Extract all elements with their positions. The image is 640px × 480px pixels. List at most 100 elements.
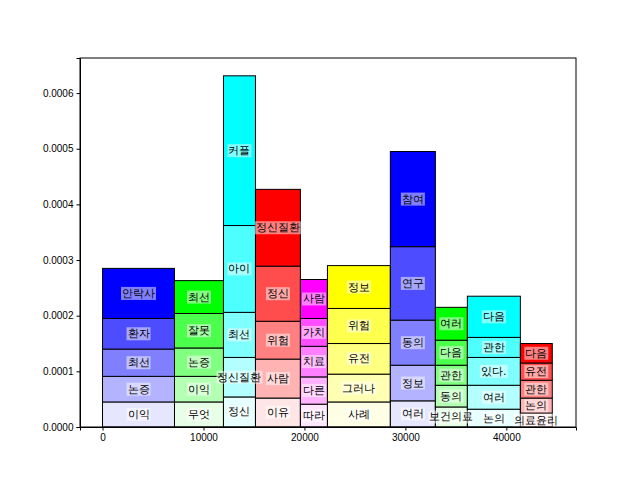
segment-label: 관한 bbox=[525, 383, 547, 396]
bar-segment bbox=[435, 365, 467, 385]
segment-label: 가치 bbox=[303, 326, 325, 339]
segment-label-group: 유전 bbox=[524, 365, 548, 378]
y-tick-label: 0.0005 bbox=[43, 143, 74, 154]
segment-label: 연구 bbox=[402, 277, 424, 290]
bar-segment bbox=[174, 313, 223, 348]
y-tick-label: 0.0003 bbox=[43, 255, 74, 266]
bar-segment bbox=[300, 280, 327, 319]
label-background bbox=[401, 336, 425, 349]
label-background bbox=[524, 399, 548, 412]
x-tick: 20000 bbox=[291, 427, 319, 443]
label-background bbox=[121, 287, 156, 300]
x-tick: 0 bbox=[100, 427, 106, 443]
bar-segment bbox=[255, 266, 300, 321]
bar-segment bbox=[327, 402, 390, 427]
segment-label: 치료 bbox=[303, 355, 325, 368]
segment-label-group: 동의 bbox=[401, 336, 425, 349]
segment-labels: 이익논증최선환자안락사무엇이익논증잘못최선정신정신질환최선아이커플이유사람위험정… bbox=[121, 144, 559, 426]
segment-label-group: 최선 bbox=[227, 328, 251, 341]
bar-segment bbox=[300, 346, 327, 377]
segment-label: 다음 bbox=[483, 310, 505, 323]
segment-label-group: 정신 bbox=[227, 405, 251, 418]
bar-segment bbox=[327, 344, 390, 375]
label-background bbox=[439, 390, 463, 403]
label-background bbox=[401, 377, 425, 390]
segment-label-group: 다른 bbox=[302, 384, 326, 397]
y-tick-label: 0.0001 bbox=[43, 366, 74, 377]
y-tick-label: 0.0004 bbox=[43, 199, 74, 210]
label-background bbox=[341, 382, 376, 395]
segment-label: 여러 bbox=[402, 407, 424, 420]
label-background bbox=[266, 287, 290, 300]
segment-label-group: 여러 bbox=[401, 407, 425, 420]
label-background bbox=[524, 347, 548, 360]
label-background bbox=[266, 406, 290, 419]
segment-label: 안락사 bbox=[122, 287, 155, 300]
label-background bbox=[524, 383, 548, 396]
label-background bbox=[401, 407, 425, 420]
segment-label-group: 사람 bbox=[266, 372, 290, 385]
label-background bbox=[482, 341, 506, 354]
segment-label: 유전 bbox=[525, 365, 547, 378]
segment-label: 동의 bbox=[440, 390, 462, 403]
y-tick-mark bbox=[77, 371, 81, 372]
label-background bbox=[482, 412, 506, 425]
label-background bbox=[513, 414, 559, 427]
bar-segment bbox=[103, 402, 175, 427]
bar-segment bbox=[435, 307, 467, 340]
y-tick-label: 0.0002 bbox=[43, 310, 74, 321]
x-tick-label: 30000 bbox=[392, 432, 420, 443]
segment-label-group: 사람 bbox=[302, 292, 326, 305]
segment-label: 유전 bbox=[348, 352, 370, 365]
segment-label: 다음 bbox=[440, 346, 462, 359]
bar-segment bbox=[103, 268, 175, 318]
label-background bbox=[255, 221, 301, 234]
label-background bbox=[439, 369, 463, 382]
segment-label: 정보 bbox=[402, 377, 424, 390]
segment-label-group: 따라 bbox=[302, 409, 326, 422]
y-tick-mark bbox=[77, 149, 81, 150]
label-background bbox=[227, 262, 251, 275]
segment-label-group: 여러 bbox=[482, 391, 506, 404]
segment-label: 참여 bbox=[402, 193, 424, 206]
segment-label-group: 아이 bbox=[227, 262, 251, 275]
segment-label-group: 의료윤리 bbox=[513, 414, 559, 427]
segment-label: 위험 bbox=[348, 319, 370, 332]
label-background bbox=[439, 346, 463, 359]
bar-segment bbox=[255, 189, 300, 266]
label-background bbox=[347, 408, 371, 421]
x-tick-label: 20000 bbox=[291, 432, 319, 443]
segment-label-group: 정신 bbox=[266, 287, 290, 300]
bar-segment bbox=[467, 337, 520, 357]
label-background bbox=[347, 281, 371, 294]
segment-label: 논증 bbox=[188, 356, 210, 369]
bar-segment bbox=[327, 374, 390, 402]
segment-label: 정신질환 bbox=[256, 221, 300, 234]
x-tick-label: 10000 bbox=[190, 432, 218, 443]
x-tick-mark bbox=[103, 427, 104, 431]
label-background bbox=[482, 310, 506, 323]
segment-label-group: 보건의료 bbox=[428, 410, 474, 423]
segment-label: 정신질환 bbox=[217, 371, 261, 384]
chart: 이익논증최선환자안락사무엇이익논증잘못최선정신정신질환최선아이커플이유사람위험정… bbox=[0, 0, 640, 480]
bar-segment bbox=[300, 404, 327, 427]
x-tick-mark bbox=[506, 427, 507, 431]
label-background bbox=[127, 408, 151, 421]
bar-segment bbox=[327, 266, 390, 309]
segment-label-group: 있다. bbox=[480, 365, 508, 378]
bar-segment bbox=[520, 398, 552, 413]
segment-label-group: 논증 bbox=[187, 356, 211, 369]
x-axis-line bbox=[81, 428, 577, 431]
label-background bbox=[227, 405, 251, 418]
segment-label: 따라 bbox=[303, 409, 325, 422]
segment-label-group: 관한 bbox=[524, 383, 548, 396]
segment-label: 다른 bbox=[303, 384, 325, 397]
label-background bbox=[428, 410, 474, 423]
label-background bbox=[187, 408, 211, 421]
y-tick: 0.0003 bbox=[43, 255, 80, 266]
segment-label-group: 이익 bbox=[187, 383, 211, 396]
segment-label: 정보 bbox=[348, 281, 370, 294]
y-tick: 0.0006 bbox=[43, 88, 80, 99]
bar-segment bbox=[435, 385, 467, 407]
segment-label-group: 위험 bbox=[266, 334, 290, 347]
